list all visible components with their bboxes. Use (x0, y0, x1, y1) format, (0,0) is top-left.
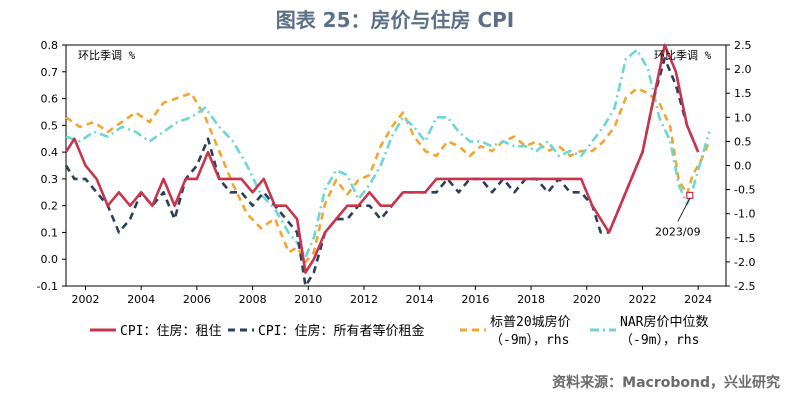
left-tick-label: 0.6 (41, 93, 59, 106)
left-tick-label: 0.2 (41, 200, 59, 213)
right-tick-label: 0.5 (734, 135, 752, 148)
legend-item: CPI：住房：所有者等价租金 (228, 323, 424, 339)
annotation: 2023/09 (655, 191, 701, 238)
annotation-marker (686, 191, 694, 199)
legend-label: 标普20城房价 (490, 314, 571, 330)
left-tick-label: 0.0 (41, 253, 59, 266)
right-tick-label: 0.0 (734, 160, 752, 173)
legend-item: CPI：住房：租住 (90, 323, 221, 339)
right-tick-label: 2.0 (734, 63, 752, 76)
x-tick-label: 2006 (183, 293, 211, 306)
left-tick-label: 0.8 (41, 39, 59, 52)
x-tick-label: 2016 (461, 293, 489, 306)
right-axis: 2.5 2.0 1.5 1.0 0.5 0.0 -0.5 -1.0 -1.5 -2.0 -2.5 (726, 39, 755, 293)
right-tick-label: -1.5 (734, 232, 755, 245)
x-tick-label: 2020 (573, 293, 601, 306)
right-axis-unit: 环比季调 % (654, 49, 712, 62)
x-tick-label: 2018 (517, 293, 545, 306)
legend-label: CPI：住房：租住 (120, 323, 221, 339)
plot-border (65, 44, 727, 287)
legend-label: CPI：住房：所有者等价租金 (258, 323, 424, 339)
x-tick-label: 2002 (71, 293, 99, 306)
x-tick-label: 2014 (406, 293, 434, 306)
left-axis-unit: 环比季调 % (78, 49, 136, 62)
x-axis: 2002 2004 2006 2008 2010 2012 2014 2016 2018 2020… (71, 286, 712, 306)
x-tick-label: 2008 (239, 293, 267, 306)
left-tick-label: 0.3 (41, 173, 59, 186)
plot-frame (65, 44, 727, 287)
legend-item: 标普20城房价 （-9m），rhs (460, 314, 571, 348)
series-line-owner-rent (64, 57, 700, 288)
left-tick-label: 0.4 (41, 146, 59, 159)
source-note: 资料来源：Macrobond，兴业研究 (552, 375, 780, 391)
x-tick-label: 2010 (294, 293, 322, 306)
left-tick-label: 0.5 (41, 119, 59, 132)
legend-label: NAR房价中位数 (620, 314, 708, 330)
legend-label: （-9m），rhs (620, 333, 699, 348)
series-line-rent (64, 43, 700, 274)
left-tick-label: 0.1 (41, 226, 59, 239)
right-tick-label: 1.5 (734, 87, 752, 100)
series-line-case-shiller (65, 87, 711, 264)
x-tick-label: 2022 (628, 293, 656, 306)
legend-label: （-9m），rhs (490, 333, 569, 348)
legend: CPI：住房：租住 CPI：住房：所有者等价租金标普20城房价（-9m），rhsN… (90, 314, 708, 348)
right-tick-label: 2.5 (734, 39, 752, 52)
right-tick-label: -0.5 (734, 184, 755, 197)
left-axis: 0.8 0.7 0.6 0.5 0.4 0.3 0.2 0.1 0.0 -0.1 (37, 39, 66, 293)
x-tick-label: 2004 (127, 293, 155, 306)
annotation-label: 2023/09 (655, 225, 701, 238)
right-tick-label: 1.0 (734, 111, 752, 124)
right-tick-label: -2.0 (734, 256, 755, 269)
right-tick-label: -1.0 (734, 208, 755, 221)
annotation-leader (677, 198, 691, 222)
figure-title: 图表 25：房价与住房 CPI (275, 8, 515, 32)
right-tick-label: -2.5 (734, 280, 755, 293)
left-tick-label: -0.1 (37, 280, 58, 293)
x-tick-label: 2024 (684, 293, 712, 306)
left-tick-label: 0.7 (41, 66, 59, 79)
legend-item: NAR房价中位数 （-9m），rhs (590, 314, 708, 348)
x-tick-label: 2012 (350, 293, 378, 306)
series-layer (64, 43, 711, 288)
